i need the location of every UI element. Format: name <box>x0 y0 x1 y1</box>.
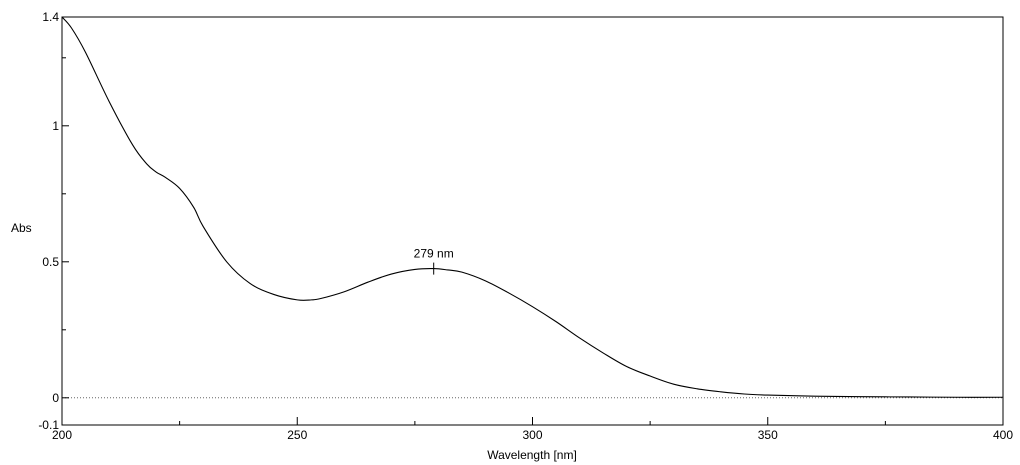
x-axis-title: Wavelength [nm] <box>487 448 577 462</box>
peak-label: 279 nm <box>414 247 454 261</box>
x-tick-label: 200 <box>52 428 72 442</box>
y-axis-title: Abs <box>11 221 32 235</box>
y-tick-label: -0.1 <box>38 418 59 432</box>
x-tick-label: 400 <box>993 428 1013 442</box>
x-tick-label: 350 <box>758 428 778 442</box>
y-tick-label: 0.5 <box>42 255 59 269</box>
x-tick-label: 300 <box>522 428 542 442</box>
absorbance-series-line <box>61 16 1004 398</box>
x-tick-label: 250 <box>287 428 307 442</box>
y-tick-label: 1 <box>52 119 59 133</box>
y-tick-label: 1.4 <box>42 10 59 24</box>
plot-frame <box>61 16 1004 426</box>
y-tick-label: 0 <box>52 391 59 405</box>
